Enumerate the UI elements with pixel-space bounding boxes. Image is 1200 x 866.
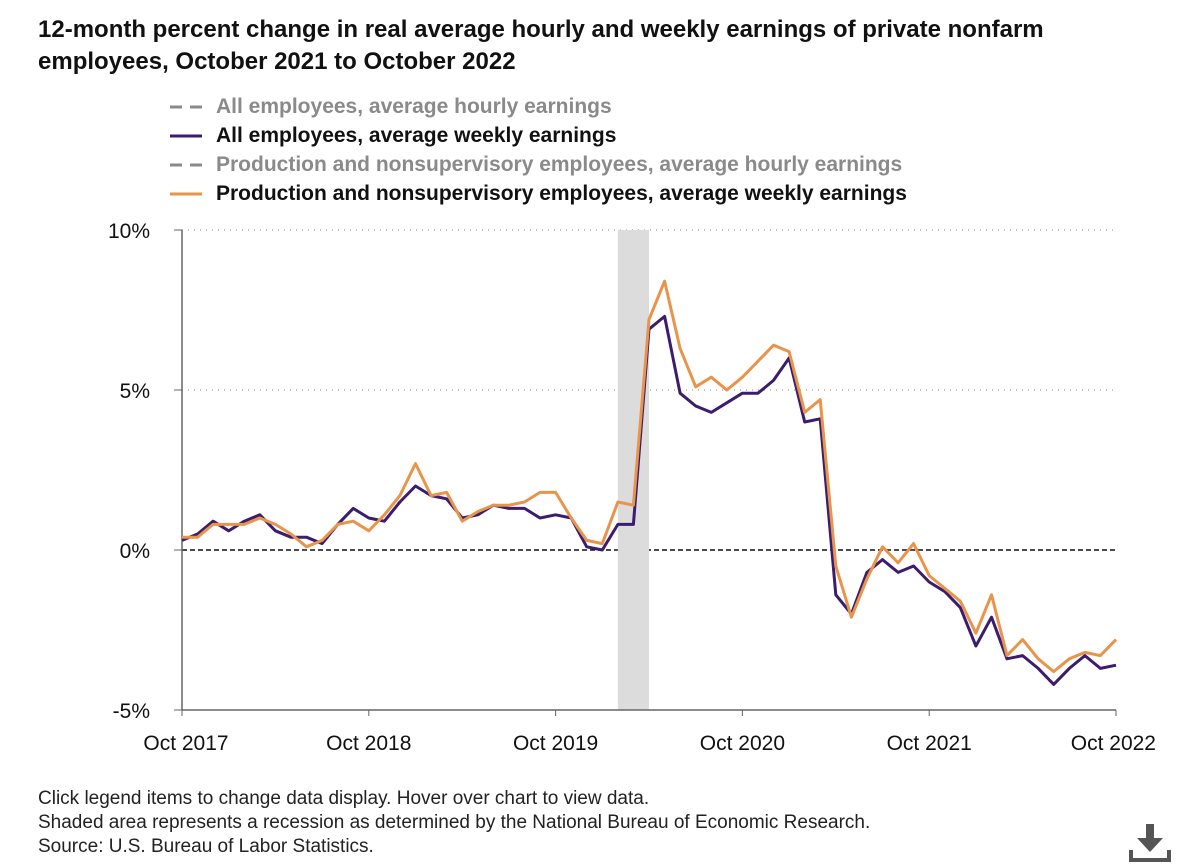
legend-item-production-weekly[interactable]: Production and nonsupervisory employees,…	[170, 179, 907, 208]
legend-item-production-hourly[interactable]: Production and nonsupervisory employees,…	[170, 150, 907, 179]
x-tick-label: Oct 2017	[143, 732, 228, 755]
legend-label: Production and nonsupervisory employees,…	[216, 152, 903, 176]
x-axis-labels: Oct 2017 Oct 2018 Oct 2019 Oct 2020 Oct 2021…	[143, 732, 1156, 755]
legend-label: Production and nonsupervisory employees,…	[216, 181, 907, 205]
y-tick-label: 10%	[108, 220, 150, 243]
axes	[174, 229, 1117, 716]
y-axis-labels: 10% 5% 0% -5%	[108, 220, 150, 723]
series-lines[interactable]	[181, 279, 1118, 686]
x-tick-label: Oct 2020	[700, 732, 785, 755]
y-tick-label: -5%	[113, 700, 150, 723]
x-tick-label: Oct 2019	[513, 732, 598, 755]
note-source: Source: U.S. Bureau of Labor Statistics.	[38, 836, 374, 857]
y-tick-label: 5%	[120, 380, 150, 403]
x-tick-label: Oct 2021	[887, 732, 972, 755]
legend: All employees, average hourly earnings A…	[170, 92, 907, 208]
x-tick-label: Oct 2018	[326, 732, 411, 755]
series-line-production-weekly[interactable]	[182, 279, 1118, 674]
chart-title: 12-month percent change in real average …	[38, 16, 1044, 75]
y-tick-label: 0%	[120, 540, 150, 563]
note-recession: Shaded area represents a recession as de…	[38, 812, 871, 833]
dashed-line-icon	[170, 105, 202, 108]
x-tick-label: Oct 2022	[1071, 732, 1156, 755]
recession-band	[617, 230, 649, 710]
legend-label: All employees, average hourly earnings	[216, 94, 612, 118]
legend-item-all-hourly[interactable]: All employees, average hourly earnings	[170, 92, 907, 121]
solid-line-icon	[170, 134, 202, 137]
legend-label: All employees, average weekly earnings	[216, 123, 617, 147]
note-instructions: Click legend items to change data displa…	[38, 788, 650, 809]
legend-item-all-weekly[interactable]: All employees, average weekly earnings	[170, 121, 907, 150]
chart-notes: Click legend items to change data displa…	[38, 787, 870, 859]
dashed-line-icon	[170, 163, 202, 166]
recession-shading	[617, 230, 649, 710]
solid-line-icon	[170, 192, 202, 195]
download-icon[interactable]	[1128, 822, 1172, 864]
